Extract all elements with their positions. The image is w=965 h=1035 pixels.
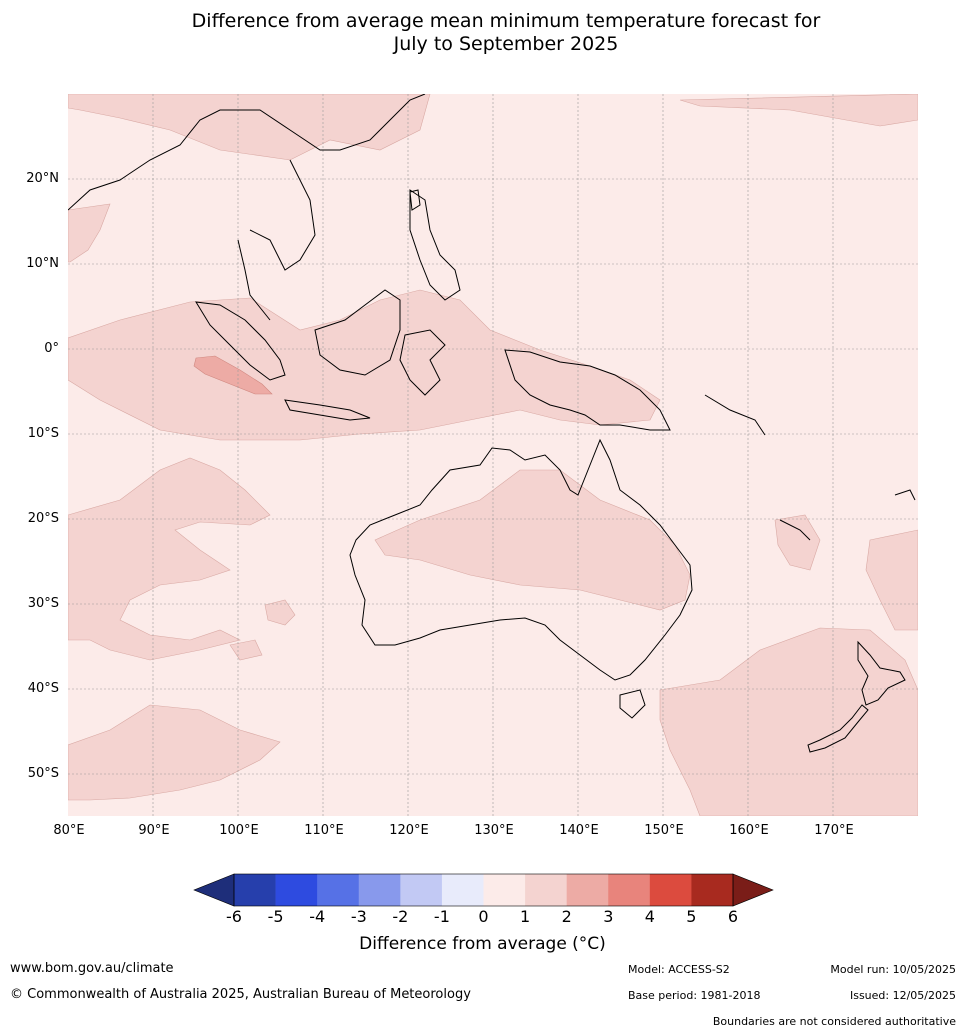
region-northwest-pacific xyxy=(679,94,918,127)
anomaly-shading xyxy=(68,94,918,816)
footer-issued: Issued: 12/05/2025 xyxy=(849,989,956,1002)
coast-sulawesi xyxy=(399,329,446,396)
coast-new-caledonia xyxy=(779,519,811,541)
colorbar-tick: 6 xyxy=(727,907,739,926)
coast-java xyxy=(284,399,371,421)
colorbar-tick: 0 xyxy=(478,907,489,926)
footer-model-run: Model run: 10/05/2025 xyxy=(830,963,956,976)
colorbar-tick: 1 xyxy=(520,907,531,926)
lon-label: 170°E xyxy=(814,823,854,838)
colorbar-tick: -6 xyxy=(226,907,242,926)
lat-label: 40°S xyxy=(27,681,59,696)
lat-label: 10°N xyxy=(26,256,59,271)
lon-label: 150°E xyxy=(644,823,684,838)
region-small-patch-1 xyxy=(264,599,296,626)
lon-label: 120°E xyxy=(389,823,429,838)
coast-nz-south xyxy=(807,704,869,753)
region-sw-sumatra xyxy=(193,355,273,395)
lon-label: 80°E xyxy=(53,823,85,838)
colorbar-tick: 2 xyxy=(561,907,572,926)
coast-fiji xyxy=(894,489,916,501)
footer-url[interactable]: www.bom.gov.au/climate xyxy=(10,961,174,976)
coast-borneo xyxy=(314,289,401,376)
lon-label: 100°E xyxy=(219,823,259,838)
colorbar-tick: 3 xyxy=(603,907,614,926)
region-east-pacific xyxy=(865,529,918,631)
title-line-2: July to September 2025 xyxy=(393,33,619,55)
coast-tasmania xyxy=(619,689,646,719)
colorbar-tick: -4 xyxy=(309,907,326,926)
colorbar-tick: -2 xyxy=(392,907,409,926)
graticule xyxy=(68,94,918,816)
lon-label: 160°E xyxy=(729,823,769,838)
lon-label: 90°E xyxy=(138,823,170,838)
coast-solomons xyxy=(704,394,766,436)
coast-australia xyxy=(349,438,693,681)
lat-label: 20°S xyxy=(27,511,59,526)
region-bay-of-bengal xyxy=(68,203,111,263)
region-indonesia-band xyxy=(68,289,661,441)
lon-label: 130°E xyxy=(474,823,514,838)
colorbar-tick: 5 xyxy=(686,907,697,926)
lat-label: 50°S xyxy=(27,766,59,781)
colorbar-tick: -3 xyxy=(350,907,367,926)
coast-nz-north xyxy=(857,640,906,706)
region-southern-indian-ocean xyxy=(68,457,271,661)
title-line-1: Difference from average mean minimum tem… xyxy=(191,10,821,32)
lat-label: 30°S xyxy=(27,596,59,611)
colorbar-tick: 4 xyxy=(644,907,655,926)
lon-label: 110°E xyxy=(304,823,344,838)
footer-copyright: © Commonwealth of Australia 2025, Austra… xyxy=(10,987,471,1002)
coast-mainland-asia xyxy=(68,94,426,321)
region-indian-ocean-south xyxy=(68,704,281,801)
footer-base-period: Base period: 1981-2018 xyxy=(628,989,761,1002)
coast-sumatra xyxy=(195,301,286,381)
coast-philippines xyxy=(409,189,461,301)
region-central-australia xyxy=(374,469,691,611)
chart-title: Difference from average mean minimum tem… xyxy=(0,10,965,56)
coast-new-guinea xyxy=(504,349,671,431)
lon-label: 140°E xyxy=(559,823,599,838)
colorbar-tick: -5 xyxy=(267,907,284,926)
coast-taiwan xyxy=(409,189,421,211)
lat-label: 0° xyxy=(44,341,59,356)
lat-label: 10°S xyxy=(27,426,59,441)
lat-label: 20°N xyxy=(26,171,59,186)
colorbar-tick: -1 xyxy=(433,907,450,926)
coastlines xyxy=(68,94,916,753)
region-tasman-nz xyxy=(659,627,918,816)
region-coral-sea-patch xyxy=(774,514,821,571)
footer-model: Model: ACCESS-S2 xyxy=(628,963,730,976)
footer-boundaries-note: Boundaries are not considered authoritat… xyxy=(712,1015,956,1028)
region-south-china xyxy=(68,94,431,161)
colorbar-label: Difference from average (°C) xyxy=(359,934,606,954)
